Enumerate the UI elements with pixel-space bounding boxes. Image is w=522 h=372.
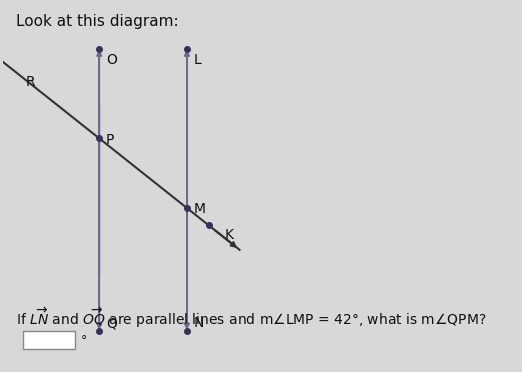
Text: L: L (194, 52, 201, 67)
Text: Q: Q (106, 317, 117, 330)
Text: N: N (194, 317, 204, 330)
Text: If $\overrightarrow{LN}$ and $\overrightarrow{OQ}$ are parallel lines and m$\ang: If $\overrightarrow{LN}$ and $\overright… (16, 305, 487, 330)
Text: °: ° (80, 334, 87, 347)
FancyBboxPatch shape (22, 331, 75, 349)
Text: M: M (194, 202, 206, 217)
Text: K: K (224, 228, 233, 243)
Text: O: O (106, 52, 117, 67)
Text: Look at this diagram:: Look at this diagram: (16, 14, 179, 29)
Text: P: P (106, 133, 114, 147)
Text: R: R (26, 74, 35, 89)
